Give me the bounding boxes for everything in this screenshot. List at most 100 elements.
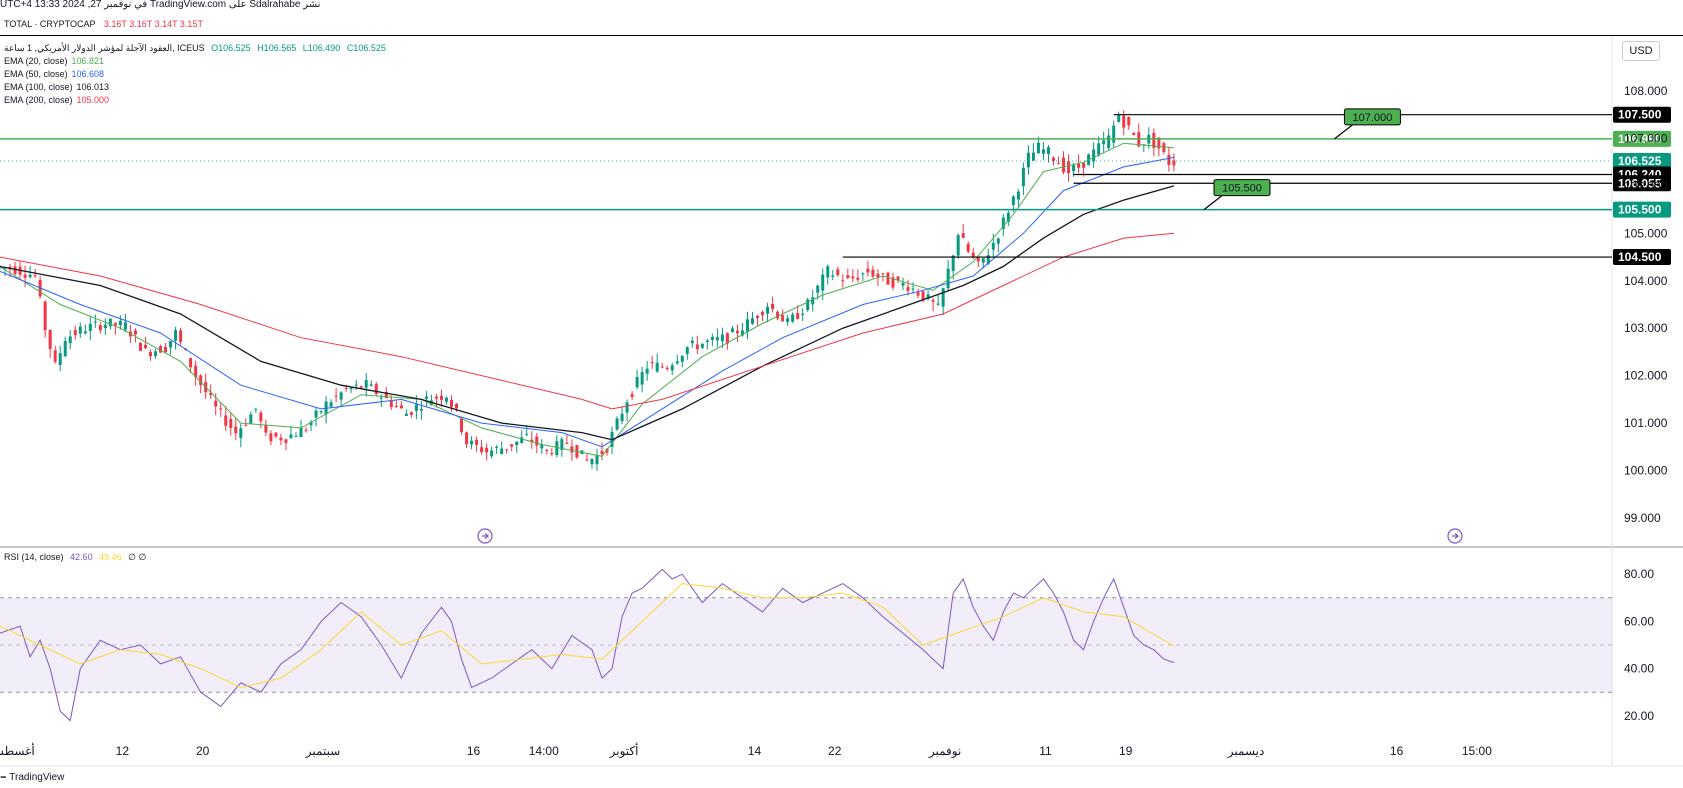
candle-body [480,447,484,453]
symbol-name[interactable]: TOTAL · CRYPTOCAP [4,19,96,29]
ema200-value: 105.000 [76,95,110,105]
candle-body [149,352,152,357]
price-label: 105.500 [1618,203,1662,217]
candle-body [1036,142,1040,154]
candle-body [720,334,724,342]
candle-body [279,437,283,441]
candle-body [194,365,198,378]
candle-body [520,437,524,443]
candle-body [164,346,168,353]
candle-body [1112,125,1116,143]
main-series-legend[interactable]: العقود الآجلة لمؤشر الدولار الأمريكي, 1 … [4,42,386,55]
callout-box [1343,108,1401,126]
candle-body [866,268,870,273]
candle-body [675,361,679,364]
candle-body [1001,217,1005,229]
rsi-extra-values: ∅ ∅ [128,552,147,562]
candle-body [189,358,193,368]
candle-body [209,392,213,396]
candle-body [1122,115,1126,128]
time-tick-label: 22 [828,744,842,758]
candle-body [354,384,358,386]
candle-body [28,274,32,277]
candle-body [98,325,102,331]
candle-body [620,413,624,422]
candle-body [224,415,228,426]
goto-arrow-icon [1452,533,1459,539]
candle-body [505,449,509,451]
symbol-bar: TOTAL · CRYPTOCAP 3.16T 3.16T 3.14T 3.15… [0,13,1683,36]
price-tick-label: 104.000 [1624,274,1668,288]
candle-body [1167,154,1171,165]
ema100-value: 106.013 [76,82,110,92]
candle-body [615,418,619,430]
price-label-bg [1613,249,1671,266]
ema200-legend[interactable]: EMA (200, close) 105.000 [4,94,386,107]
price-tick-label: 102.000 [1624,369,1668,383]
main-series-title: العقود الآجلة لمؤشر الدولار الأمريكي, 1 … [4,43,205,53]
rsi-legend[interactable]: RSI (14, close) 42.60 49.46 ∅ ∅ [4,552,146,563]
candle-body [921,291,925,301]
candle-body [1127,117,1131,126]
candle-body [475,439,479,445]
time-tick-label: أكتوبر [609,743,639,758]
ema100-line [0,185,1175,441]
ema100-legend[interactable]: EMA (100, close) 106.013 [4,81,386,94]
candle-body [1157,137,1161,149]
candle-body [485,447,489,453]
candle-body [901,282,905,286]
candle-body [1082,162,1086,168]
candle-body [916,292,920,296]
candle-body [730,328,734,333]
candle-body [259,412,263,422]
candle-body [1117,115,1121,122]
price-label: 107.500 [1618,108,1662,122]
candle-body [645,368,649,374]
candle-body [314,410,318,418]
currency-button[interactable]: USD [1622,41,1660,61]
candle-body [740,330,744,336]
candle-body [455,403,459,409]
candle-body [650,362,654,364]
price-label-bg [1613,152,1671,169]
candle-body [73,329,77,336]
candle-body [565,442,569,444]
time-tick-label: 16 [467,744,481,758]
time-tick-label: 20 [196,744,210,758]
price-tick-label: 103.000 [1624,321,1668,335]
candle-body [138,342,142,351]
candle-body [690,340,694,344]
candle-body [103,324,107,329]
rsi-tick-label: 40.00 [1624,662,1654,676]
candle-body [821,274,825,291]
candle-body [946,268,950,289]
candle-body [876,273,880,278]
candle-body [911,288,915,290]
candle-body [761,311,765,316]
candle-body [309,422,313,426]
candle-body [525,433,529,435]
candle-body [530,439,534,443]
ema50-legend[interactable]: EMA (50, close) 106.608 [4,68,386,81]
candle-body [655,362,659,372]
goto-arrow-icon [482,533,489,539]
candle-body [545,449,549,451]
candle-body [1092,149,1096,162]
candle-body [936,303,940,305]
candle-body [219,408,223,410]
candle-body [179,330,183,342]
candle-body [836,269,840,276]
candle-body [1021,167,1025,187]
candle-body [1102,140,1106,145]
candle-body [801,313,805,315]
price-tick-label: 105.000 [1624,226,1668,240]
candle-body [1031,152,1035,161]
candle-body [1132,133,1136,135]
candle-body [811,297,815,305]
callout-label: 105.500 [1222,183,1262,195]
candle-body [1026,152,1030,168]
ema20-legend[interactable]: EMA (20, close) 106.821 [4,55,386,68]
footer-brand: TradingView [9,772,65,783]
candle-body [379,397,383,399]
